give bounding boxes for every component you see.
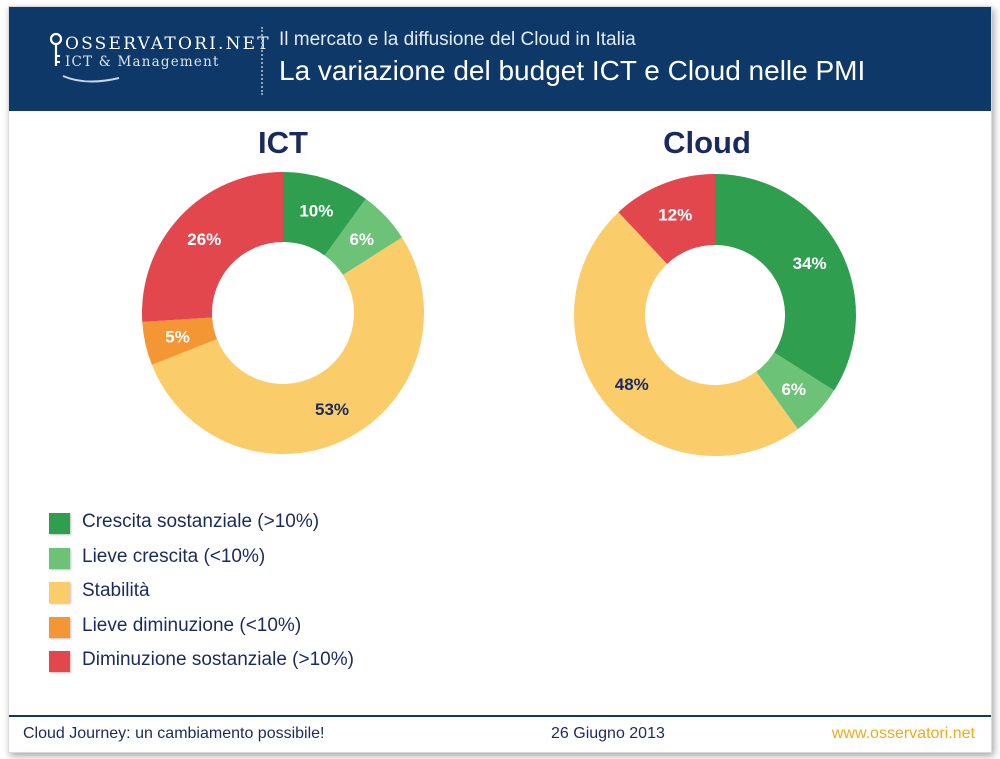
legend-label: Lieve crescita (<10%) [82, 545, 266, 567]
key-icon [49, 32, 63, 66]
legend-swatch-diminuzione-sostanziale [49, 651, 70, 672]
footer-divider [9, 715, 991, 717]
legend-label: Diminuzione sostanziale (>10%) [82, 649, 354, 670]
data-label-ict-crescita-sostanziale-10: 10% [299, 201, 333, 220]
legend-label: Stabilità [82, 580, 150, 601]
chart-title-cloud: Cloud [663, 125, 751, 160]
page-title: La variazione del budget ICT e Cloud nel… [279, 55, 866, 86]
legend-swatch-lieve-crescita [49, 547, 70, 569]
slice-cloud-crescita-sostanziale-10 [715, 174, 856, 391]
donut-charts: 10% 6% 53% 5% 26% 34% 6% 48% 12% [142, 172, 856, 457]
slice-ict-diminuzione-sostanziale-10 [142, 172, 283, 322]
slide: OSSERVATORI.NET ICT & Management Il merc… [8, 6, 992, 753]
header-divider [261, 27, 263, 95]
footer-website-link[interactable]: www.osservatori.net [831, 725, 975, 742]
logo-brand: OSSERVATORI.NET [65, 34, 271, 54]
legend-label: Lieve diminuzione (<10%) [82, 614, 302, 636]
legend-swatch-stabilita [49, 582, 70, 603]
slice-cloud-lieve-crescita-10 [756, 352, 835, 430]
slice-ict-crescita-sostanziale-10 [283, 172, 366, 256]
donut-chart-cloud: 34% 6% 48% 12% [573, 174, 856, 457]
footer-event-title: Cloud Journey: un cambiamento possibile! [23, 725, 325, 742]
data-label-cloud-lieve-crescita-10: 6% [781, 380, 806, 399]
data-label-cloud-crescita-sostanziale-10: 34% [793, 254, 827, 273]
data-label-cloud-stabilita: 48% [615, 375, 649, 394]
logo-subtitle: ICT & Management [65, 54, 220, 70]
data-label-ict-stabilita: 53% [315, 400, 349, 419]
donut-chart-ict: 10% 6% 53% 5% 26% [142, 172, 425, 455]
footer-date: 26 Giugno 2013 [551, 725, 665, 742]
slice-ict-stabilita [151, 237, 425, 455]
osservatori-logo[interactable]: OSSERVATORI.NET ICT & Management [49, 32, 269, 92]
data-label-cloud-diminuzione-sostanziale-10: 12% [658, 206, 692, 225]
slice-cloud-diminuzione-sostanziale-10 [618, 174, 715, 264]
slice-ict-lieve-crescita-10 [324, 198, 403, 275]
slice-ict-lieve-diminuzione-10 [142, 317, 217, 365]
chart-title-ict: ICT [258, 125, 308, 160]
data-label-ict-diminuzione-sostanziale-10: 26% [187, 230, 221, 249]
logo-swoosh-icon [62, 75, 120, 83]
data-label-ict-lieve-crescita-10: 6% [349, 230, 374, 249]
slice-cloud-stabilita [573, 212, 798, 457]
header-subtitle: Il mercato e la diffusione del Cloud in … [279, 29, 636, 50]
legend-swatch-crescita-sostanziale [49, 513, 70, 534]
data-label-ict-lieve-diminuzione-10: 5% [165, 328, 190, 347]
legend-swatch-lieve-diminuzione [49, 616, 70, 638]
legend-label: Crescita sostanziale (>10%) [82, 511, 320, 532]
header-bar: OSSERVATORI.NET ICT & Management Il merc… [9, 7, 991, 111]
